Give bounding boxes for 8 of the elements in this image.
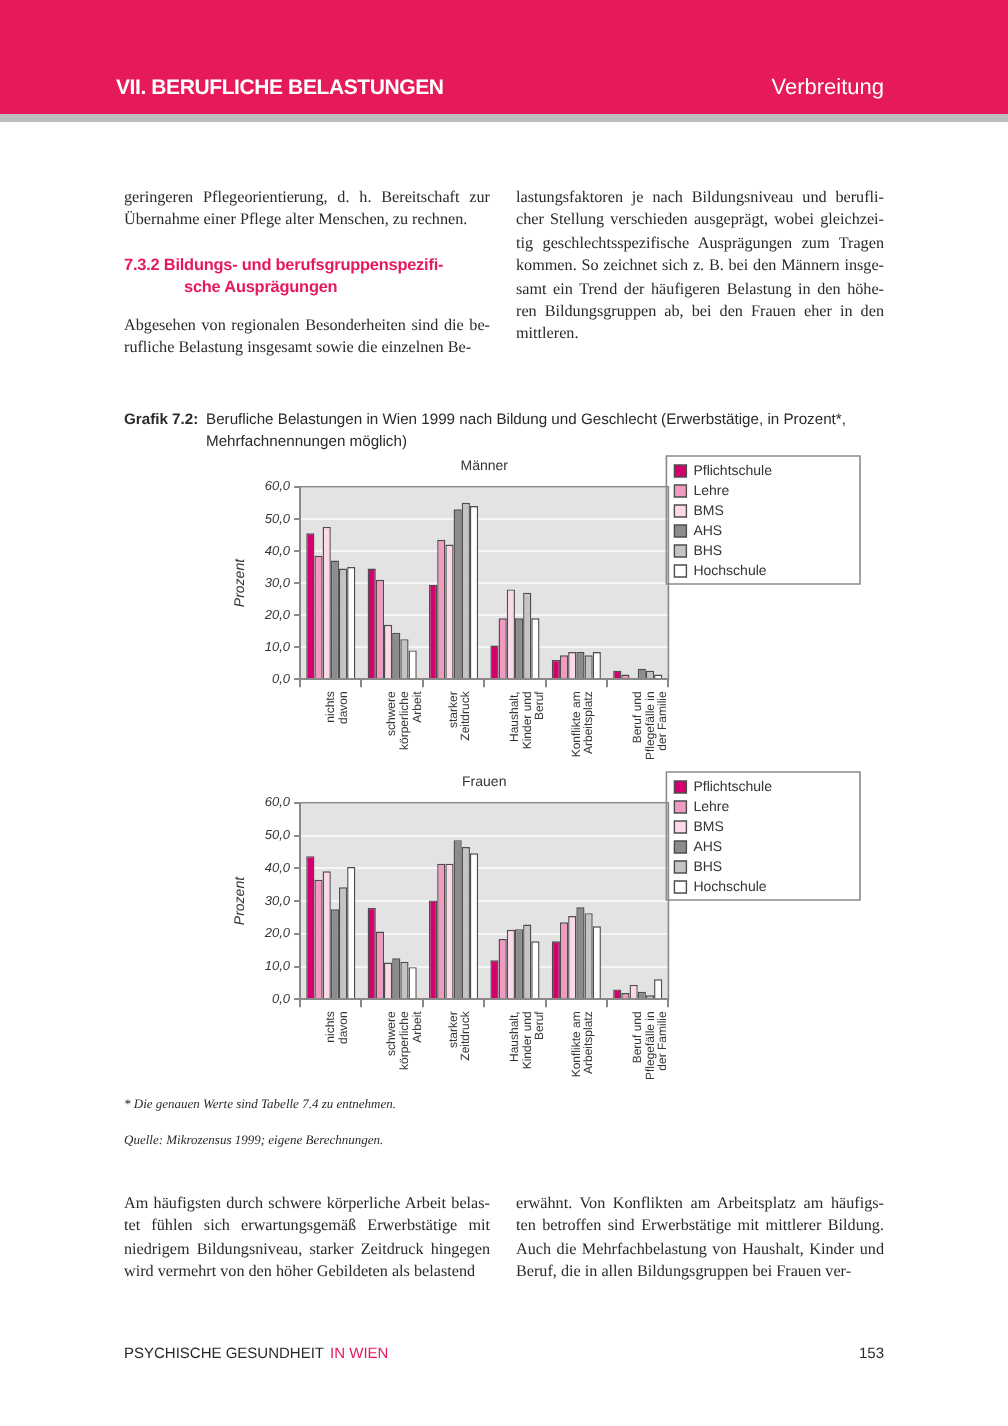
text: 7.3.2 Bildungs- und berufsgruppenspezifi- sche Ausprägungen [124, 256, 444, 296]
text: VII. BERUFLICHE BELASTUNGEN [116, 76, 444, 100]
text: Abgesehen von regionalen Besonderheiten sind die be- rufliche Belastung insgesamt sowie die einzelnen Be- [124, 314, 490, 360]
text: Verbreitung [771, 76, 884, 100]
text: Am häufigsten durch schwere körperliche Arbeit belas- tet fühlen sich erwartungsgemäß Erwerbstätige mit niedrigem Bildungsniveau, starker Zeitdruck hingegen wird vermehrt von den höher Gebildeten als belastend [124, 1192, 490, 1284]
text: erwähnt. Von Konflikten am Arbeitsplatz am häufigs- ten betroffen sind Erwerbstätige mit mittlerer Bildung. Auch die Mehrfachbelastung von Haushalt, Kinder und Beruf, die in allen Bildungsgruppen bei Frauen ver- [516, 1192, 884, 1284]
text: lastungsfaktoren je nach Bildungsniveau und berufli- cher Stellung verschieden ausgeprägt, wobei gleichzei- tig geschlechtsspezifische Ausprägungen zum Tragen kommen. So zeichnet sich z. B. bei den Männern insge- samt ein Trend der häufigeren Belastung in den höhe- ren Bildungsgruppen ab, bei den Frauen eher in den mittleren. [516, 186, 884, 346]
text: geringeren Pflegeorientierung, d. h. Bereitschaft zur Übernahme einer Pflege alter Menschen, zu rechnen. [124, 186, 490, 232]
